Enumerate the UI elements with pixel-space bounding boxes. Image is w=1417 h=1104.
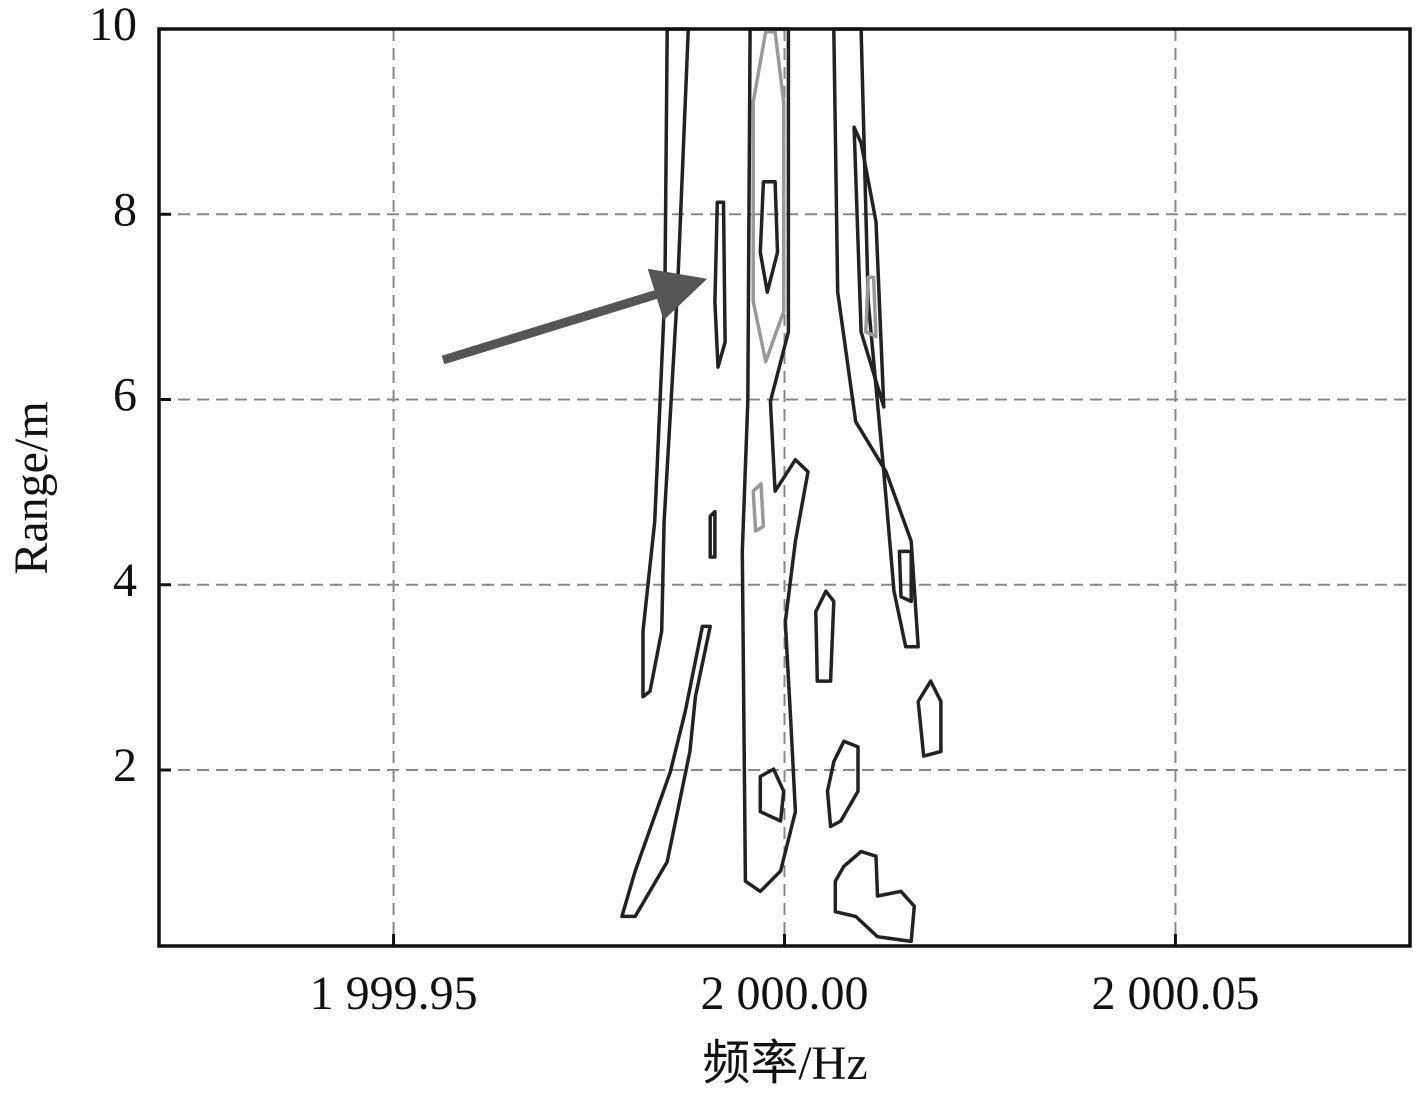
contour-line [864, 275, 878, 339]
y-tick-label: 2 [113, 739, 137, 792]
y-axis-label: Range/m [5, 401, 58, 574]
contour-line [825, 739, 860, 829]
contour-line [751, 30, 786, 364]
x-tick-label: 1 999.95 [310, 967, 478, 1020]
contour-line [713, 200, 727, 369]
contour-line [758, 767, 786, 823]
y-tick-label: 8 [113, 183, 137, 236]
y-tick-label: 4 [113, 554, 137, 607]
contour-line [641, 27, 691, 699]
x-axis-label: 频率/Hz [702, 1037, 867, 1090]
contour-line [916, 679, 943, 758]
annotation-arrow [441, 268, 708, 365]
contour-line [897, 549, 913, 604]
contour-line [832, 27, 920, 649]
contour-line [833, 849, 917, 944]
contour-line [852, 125, 886, 409]
x-tick-label: 2 000.05 [1091, 967, 1259, 1020]
contour-line [708, 509, 717, 559]
contour-line [740, 27, 810, 894]
y-tick-label: 10 [89, 0, 137, 51]
contour-line [758, 180, 780, 294]
contour-line [814, 589, 836, 683]
contour-line [751, 482, 766, 533]
x-tick-label: 2 000.00 [701, 967, 869, 1020]
plot-frame [157, 27, 1412, 948]
contour-line [620, 624, 712, 919]
y-tick-label: 6 [113, 369, 137, 422]
